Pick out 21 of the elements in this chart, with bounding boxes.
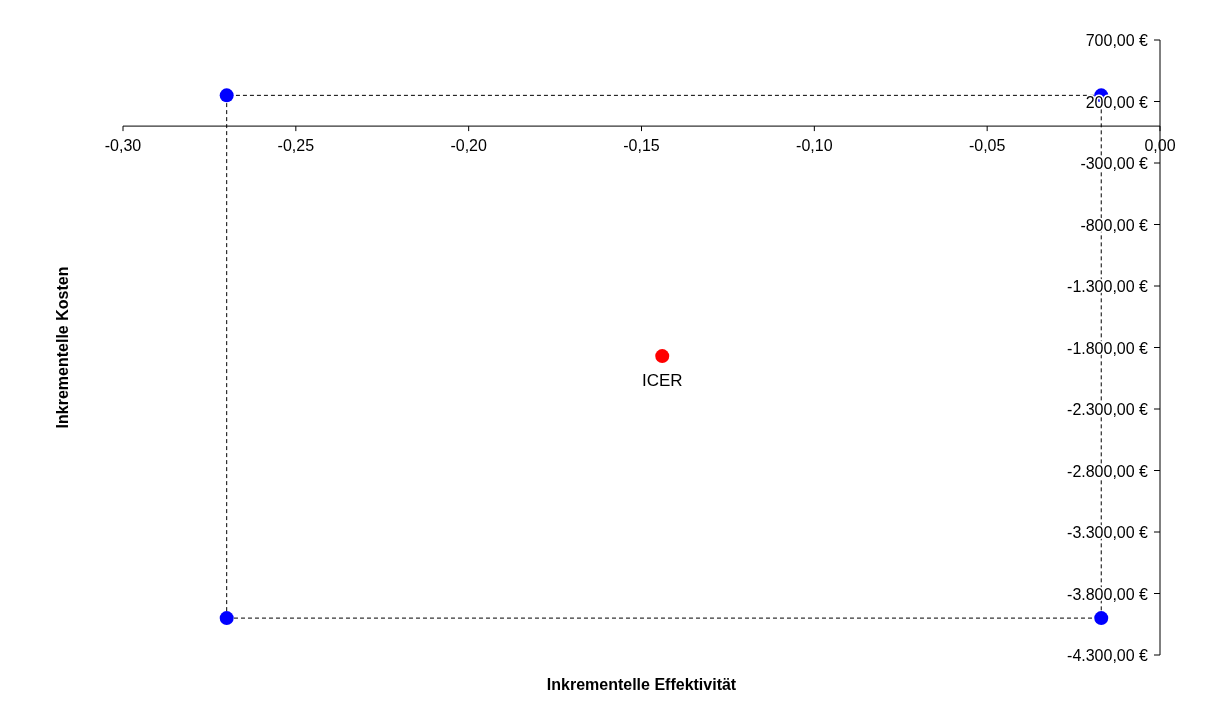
x-tick-label: -0,30 xyxy=(104,137,142,155)
y-tick-label: -4.300,00 € xyxy=(1067,647,1149,664)
y-tick-label: -1.300,00 € xyxy=(1067,278,1149,295)
y-tick-label: -300,00 € xyxy=(1080,155,1149,172)
y-axis-title: Inkrementelle Kosten xyxy=(54,266,71,429)
y-tick-label: -3.800,00 € xyxy=(1067,585,1149,603)
y-tick-label: -3.300,00 € xyxy=(1067,524,1149,541)
y-tick-label: -2.800,00 € xyxy=(1067,462,1149,480)
x-tick-label: 0,00 xyxy=(1144,137,1176,155)
annotation: ICER xyxy=(641,371,683,391)
x-tick-label: -0,10 xyxy=(796,137,833,155)
x-axis-title: Inkrementelle Effektivität xyxy=(546,676,737,693)
y-tick-label: -2.300,00 € xyxy=(1067,401,1149,418)
y-tick-label: 700,00 € xyxy=(1085,32,1149,49)
y-tick-label: -1.800,00 € xyxy=(1067,339,1149,357)
x-tick-label: -0,25 xyxy=(277,137,315,155)
y-tick-label: -800,00 € xyxy=(1080,216,1149,234)
x-tick-label: -0,20 xyxy=(450,137,487,155)
x-tick-label: -0,05 xyxy=(968,137,1006,155)
x-tick-label: -0,15 xyxy=(623,137,660,155)
y-tick-label: 200,00 € xyxy=(1085,93,1149,111)
